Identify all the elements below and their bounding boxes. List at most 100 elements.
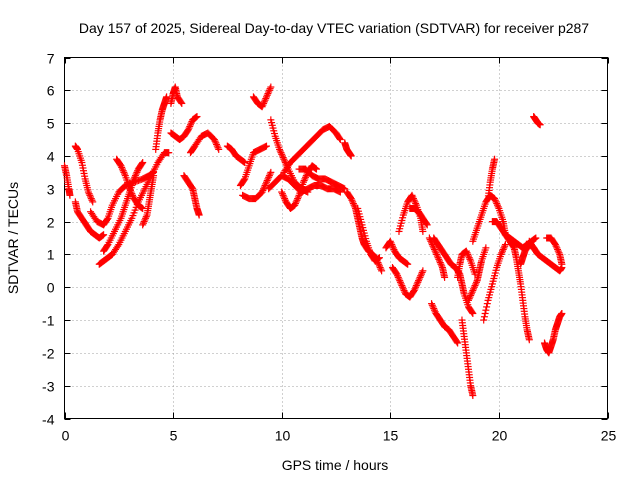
data-point: [388, 241, 396, 249]
data-point: [291, 201, 299, 209]
x-tick-label: 5: [170, 428, 178, 444]
data-point: [494, 203, 502, 211]
data-point: [399, 285, 407, 293]
data-point: [258, 188, 266, 196]
data-point: [241, 159, 249, 167]
data-point: [434, 254, 442, 262]
data-point: [554, 247, 562, 255]
y-tick-label: -4: [42, 412, 55, 428]
y-tick-label: 2: [47, 215, 55, 231]
data-point: [87, 195, 95, 203]
data-point: [294, 195, 302, 203]
data-point: [114, 242, 122, 250]
data-point: [265, 88, 273, 96]
data-point: [388, 242, 396, 250]
data-point: [118, 165, 126, 173]
y-tick-label: -2: [42, 346, 55, 362]
data-point: [150, 172, 158, 180]
data-point: [133, 168, 141, 176]
data-point: [423, 221, 431, 229]
data-point: [139, 159, 147, 167]
data-point: [469, 309, 477, 317]
data-point: [118, 163, 126, 171]
data-point: [499, 245, 507, 253]
data-point: [259, 101, 267, 109]
data-point: [212, 139, 220, 147]
data-point: [500, 244, 508, 252]
data-point: [481, 309, 489, 317]
data-point: [501, 241, 509, 249]
data-point: [276, 145, 284, 153]
data-point: [463, 249, 471, 257]
data-point: [428, 300, 436, 308]
data-point: [552, 242, 560, 250]
x-tick-labels: 0 5 10 15 20 25: [62, 428, 617, 444]
data-point: [497, 250, 505, 258]
data-point: [409, 195, 417, 203]
data-point: [193, 113, 201, 121]
x-axis-title: GPS time / hours: [282, 457, 389, 473]
data-point: [103, 215, 111, 223]
data-point: [454, 339, 462, 347]
data-point: [117, 162, 125, 170]
data-point: [120, 168, 128, 176]
data-point: [418, 268, 426, 276]
data-point: [409, 193, 417, 201]
data-point: [276, 147, 284, 155]
data-point: [433, 252, 441, 260]
data-point: [302, 173, 310, 181]
data-point: [263, 177, 271, 185]
data-point: [415, 277, 423, 285]
data-point: [142, 213, 150, 221]
data-point: [417, 270, 425, 278]
data-point: [436, 259, 444, 267]
data-point: [262, 95, 270, 103]
data-point: [348, 196, 356, 204]
data-point: [260, 98, 268, 106]
data-point: [213, 142, 221, 150]
data-point: [131, 172, 139, 180]
data-point: [399, 283, 407, 291]
data-point: [130, 175, 138, 183]
data-point: [126, 186, 134, 194]
data-point: [301, 175, 309, 183]
data-point: [464, 252, 472, 260]
data-point: [213, 140, 221, 148]
data-point: [262, 93, 270, 101]
data-point: [408, 191, 416, 199]
data-point: [389, 244, 397, 252]
data-point: [441, 273, 449, 281]
x-tick-label: 15: [383, 428, 399, 444]
data-point: [532, 234, 540, 242]
data-point: [394, 272, 402, 280]
data-point: [423, 220, 430, 228]
data-point: [279, 154, 287, 162]
data-point: [277, 149, 285, 157]
y-tick-label: 5: [47, 116, 55, 132]
data-point: [482, 244, 490, 252]
data-point: [89, 198, 97, 206]
data-point: [139, 219, 147, 227]
data-point: [412, 282, 420, 290]
data-point: [265, 86, 273, 94]
data-point: [410, 287, 418, 295]
data-point: [278, 150, 286, 158]
data-point: [438, 262, 446, 270]
data-point: [265, 173, 273, 181]
data-point: [430, 244, 438, 252]
data-point: [430, 245, 438, 253]
data-point: [430, 305, 438, 313]
data-point: [491, 195, 499, 203]
data-point: [483, 300, 491, 308]
data-point: [466, 293, 474, 301]
data-point: [393, 270, 401, 278]
data-point: [187, 119, 195, 127]
data-point: [294, 193, 302, 201]
data-point: [410, 196, 418, 204]
data-point: [498, 249, 506, 257]
plot-frame: [64, 57, 608, 419]
data-point: [482, 306, 490, 314]
data-point: [264, 90, 272, 98]
data-point: [336, 134, 344, 142]
